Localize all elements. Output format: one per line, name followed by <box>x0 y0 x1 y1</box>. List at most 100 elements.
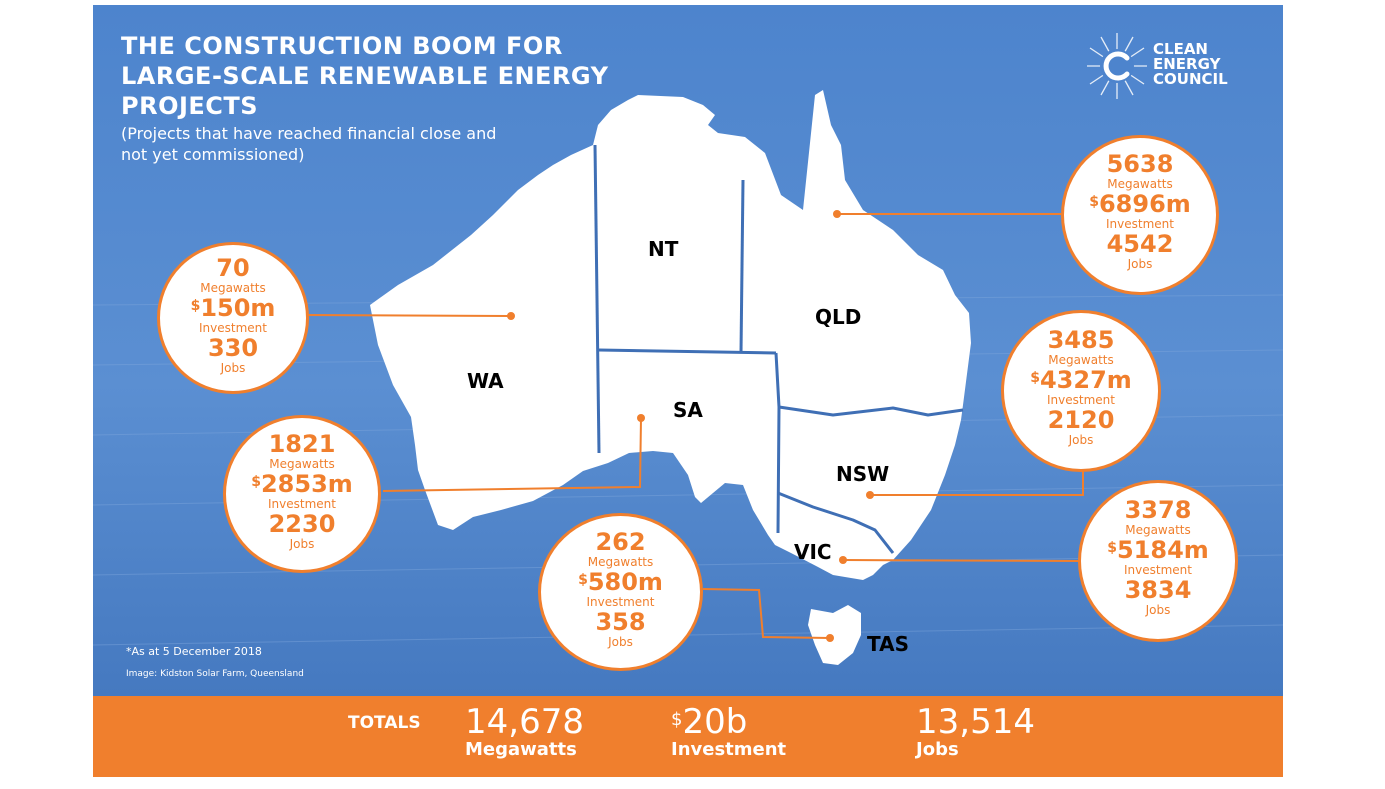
infographic-poster: THE CONSTRUCTION BOOM FOR LARGE-SCALE RE… <box>93 5 1283 777</box>
connector-wa-south <box>382 417 642 492</box>
total-megawatts: 14,678 Megawatts <box>465 704 584 760</box>
total-investment-value: $20b <box>671 704 786 740</box>
dot-tas <box>826 634 834 642</box>
investment-amount: 150m <box>200 294 276 322</box>
total-investment: $20b Investment <box>671 704 786 760</box>
investment-value: $2853m <box>226 471 378 497</box>
dot-wa <box>507 312 515 320</box>
region-label-qld: QLD <box>815 305 862 329</box>
connector-sa <box>702 588 831 639</box>
currency-symbol: $ <box>578 572 588 588</box>
investment-amount: 2853m <box>260 470 353 498</box>
currency-symbol: $ <box>190 298 201 314</box>
region-label-wa: WA <box>467 369 504 393</box>
megawatts-value: 3378 <box>1124 496 1192 524</box>
total-jobs-value: 13,514 <box>916 702 1035 742</box>
megawatts-value: 1821 <box>268 430 336 458</box>
dot-vic <box>839 556 847 564</box>
logo-line-1: CLEAN <box>1153 40 1208 58</box>
total-megawatts-label: Megawatts <box>465 739 577 760</box>
tasmania <box>808 605 861 665</box>
jobs-value: 2120 <box>1047 406 1115 434</box>
connector-nsw <box>870 469 1084 496</box>
jobs-value: 4542 <box>1106 230 1174 258</box>
jobs-label: Jobs <box>1127 257 1153 271</box>
investment-label: Investment <box>1124 563 1192 577</box>
stat-bubble-vic: 3378 Megawatts $5184m Investment 3834 Jo… <box>1078 480 1238 642</box>
date-note: *As at 5 December 2018 <box>126 645 262 658</box>
dot-sa <box>637 414 645 422</box>
logo-c-icon <box>1087 33 1147 99</box>
stat-bubble-sa: 262 Megawatts $580m Investment 358 Jobs <box>538 513 703 671</box>
megawatts-value: 3485 <box>1047 326 1115 354</box>
region-label-nsw: NSW <box>836 462 890 486</box>
total-currency-symbol: $ <box>671 709 683 730</box>
total-jobs: 13,514 Jobs <box>916 704 1035 760</box>
stat-bubble-nsw: 3485 Megawatts $4327m Investment 2120 Jo… <box>1001 310 1161 472</box>
totals-bar: TOTALS 14,678 Megawatts $20b Investment … <box>93 696 1283 777</box>
stat-bubble-qld: 5638 Megawatts $6896m Investment 4542 Jo… <box>1061 135 1219 295</box>
investment-amount: 580m <box>587 568 663 596</box>
region-label-tas: TAS <box>867 632 909 656</box>
investment-value: $5184m <box>1081 537 1235 563</box>
jobs-value: 2230 <box>268 510 336 538</box>
investment-value: $580m <box>541 569 700 595</box>
jobs-value: 3834 <box>1124 576 1192 604</box>
currency-symbol: $ <box>1089 194 1099 210</box>
megawatts-value: 70 <box>216 254 250 282</box>
dot-qld <box>833 210 841 218</box>
investment-value: $4327m <box>1004 367 1158 393</box>
region-label-nt: NT <box>648 237 679 261</box>
investment-value: $6896m <box>1064 191 1216 217</box>
megawatts-label: Megawatts <box>1125 523 1191 537</box>
stat-bubble-wa-south: 1821 Megawatts $2853m Investment 2230 Jo… <box>223 415 381 573</box>
investment-label: Investment <box>199 321 267 335</box>
total-investment-label: Investment <box>671 739 787 760</box>
totals-label: TOTALS <box>348 713 421 733</box>
jobs-label: Jobs <box>1068 433 1094 447</box>
investment-value: $150m <box>160 295 306 321</box>
clean-energy-council-logo: CLEAN ENERGY COUNCIL <box>1085 31 1255 107</box>
investment-amount: 5184m <box>1116 536 1209 564</box>
investment-label: Investment <box>1047 393 1115 407</box>
megawatts-label: Megawatts <box>269 457 335 471</box>
dot-nsw <box>866 491 874 499</box>
megawatts-label: Megawatts <box>1107 177 1173 191</box>
jobs-label: Jobs <box>289 537 315 551</box>
megawatts-value: 262 <box>595 528 646 556</box>
logo-line-2: ENERGY <box>1153 55 1221 73</box>
investment-label: Investment <box>586 595 655 609</box>
investment-label: Investment <box>268 497 336 511</box>
investment-amount: 4327m <box>1039 366 1132 394</box>
total-investment-amount: 20b <box>682 702 748 742</box>
stat-bubble-wa-north: 70 Megawatts $150m Investment 330 Jobs <box>157 242 309 394</box>
megawatts-value: 5638 <box>1106 150 1174 178</box>
region-label-sa: SA <box>673 398 703 422</box>
jobs-label: Jobs <box>1145 603 1171 617</box>
logo-line-3: COUNCIL <box>1153 70 1228 88</box>
currency-symbol: $ <box>1030 370 1040 386</box>
image-credit: Image: Kidston Solar Farm, Queensland <box>126 669 304 679</box>
connector-lines <box>302 213 1084 639</box>
total-megawatts-value: 14,678 <box>465 702 584 742</box>
jobs-value: 358 <box>595 608 646 636</box>
page-subtitle: (Projects that have reached financial cl… <box>121 124 497 164</box>
jobs-label: Jobs <box>220 361 246 375</box>
jobs-value: 330 <box>207 334 259 362</box>
connector-dots <box>507 210 874 642</box>
state-borders <box>593 144 964 554</box>
australia-mainland <box>370 90 971 580</box>
megawatts-label: Megawatts <box>200 281 266 295</box>
megawatts-label: Megawatts <box>587 555 654 569</box>
connector-vic <box>842 559 1082 562</box>
megawatts-label: Megawatts <box>1048 353 1114 367</box>
investment-amount: 6896m <box>1098 190 1191 218</box>
total-jobs-label: Jobs <box>916 739 959 760</box>
investment-label: Investment <box>1106 217 1174 231</box>
connector-wa-north <box>302 314 512 317</box>
currency-symbol: $ <box>1107 540 1117 556</box>
region-label-vic: VIC <box>794 540 832 564</box>
currency-symbol: $ <box>251 474 261 490</box>
logo-text: CLEAN ENERGY COUNCIL <box>1153 42 1228 87</box>
jobs-label: Jobs <box>608 635 633 649</box>
